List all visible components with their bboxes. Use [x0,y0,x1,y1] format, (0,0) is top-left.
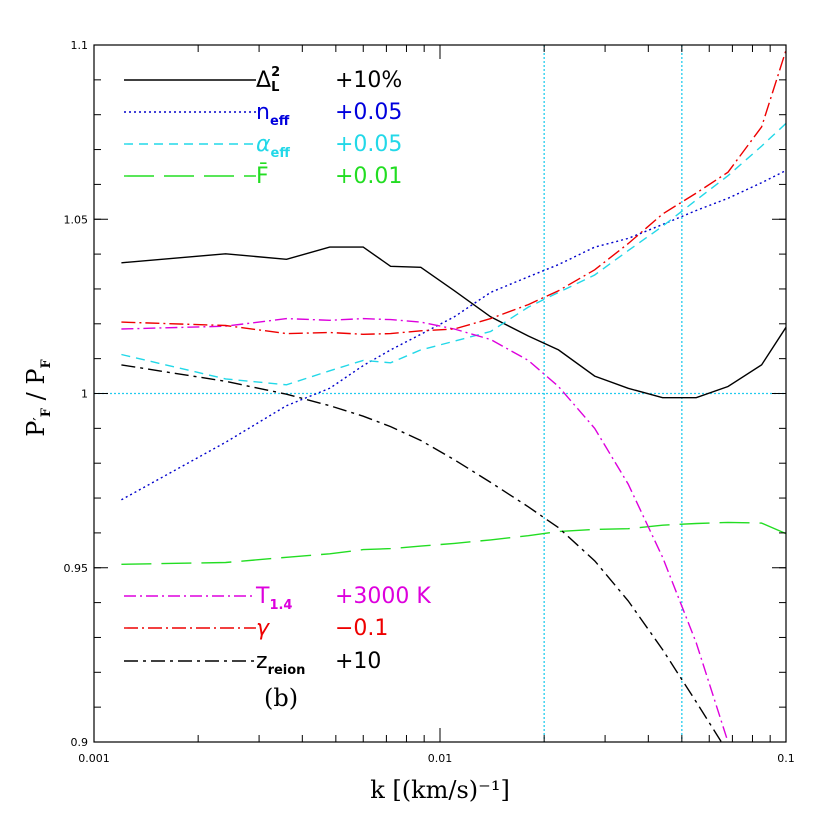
legend-label: Δ2 L [256,65,280,95]
legend-label: T1.4 [255,584,292,613]
legend-label: F̄ [256,163,269,189]
legend-label: zreion [256,649,305,678]
series-line-2 [121,122,786,386]
svg-text:P′F / PF: P′F / PF [22,358,54,436]
legend-value: +3000 K [335,584,431,609]
series-line-0 [121,246,786,399]
legend-value: +10 [335,649,381,674]
y-axis-title: P′F / PF [22,358,54,436]
x-axis-title: k [(km/s)⁻¹] [370,776,510,804]
x-tick-label: 0.01 [428,752,453,765]
legend-value: −0.1 [335,616,388,641]
y-tick-label: 0.95 [64,562,89,575]
y-tick-label: 0.9 [71,736,89,749]
legend-value: +0.01 [335,164,402,189]
panel-label: (b) [264,684,298,712]
series-line-3 [121,521,786,565]
legend-label: neff [256,100,290,129]
legend-value: +0.05 [335,132,402,157]
legend-value: +0.05 [335,100,402,125]
series-line-1 [121,169,786,501]
x-tick-label: 0.001 [78,752,110,765]
reference-lines [94,45,786,742]
y-tick-label: 1 [81,388,88,401]
series-layer [121,49,786,742]
legend-label: αeff [256,132,290,161]
x-tick-label: 0.1 [777,752,795,765]
y-tick-label: 1.1 [71,39,89,52]
series-line-5 [121,49,786,336]
legend-value: +10% [335,68,402,93]
series-line-6 [121,364,723,742]
legend-label: γ [256,616,270,641]
series-line-4 [121,317,729,742]
y-tick-label: 1.05 [64,213,89,226]
axis-ticks: 0.001 0.01 0.1 0.9 0.95 1 1.05 1.1 [64,39,795,765]
legend: Δ2 L +10% neff +0.05 αeff +0.05 F̄ +0.01 T1.4 +300… [124,65,431,678]
